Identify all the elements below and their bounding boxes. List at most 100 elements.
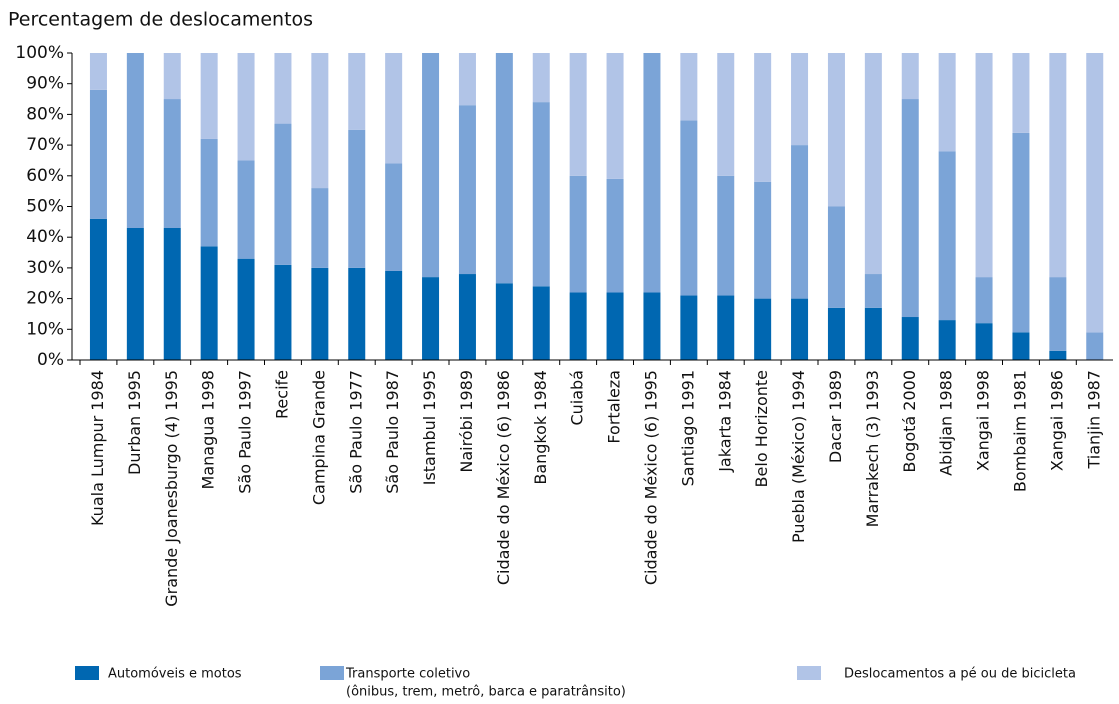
bar-segment — [606, 178, 624, 293]
bar-segment — [1049, 350, 1067, 360]
x-tick-label: Grande Joanesburgo (4) 1995 — [162, 370, 181, 607]
bar-segment — [458, 53, 476, 106]
x-tick-label: Nairóbi 1989 — [457, 370, 476, 473]
chart-title: Percentagem de deslocamentos — [8, 9, 313, 31]
x-tick-label: São Paulo 1977 — [346, 370, 365, 494]
y-tick-label: 60% — [26, 166, 64, 186]
bar-segment — [1012, 332, 1030, 360]
bar-segment — [348, 53, 366, 130]
bar-segment — [975, 53, 993, 278]
bar-segment — [532, 286, 550, 360]
bar-segment — [827, 53, 845, 207]
x-tick-label: Campina Grande — [309, 370, 328, 505]
bar-segment — [237, 160, 255, 259]
bar-segment — [200, 138, 218, 247]
bar-segment — [422, 277, 440, 360]
legend-label: Transporte coletivo — [345, 667, 470, 682]
bar-segment — [864, 53, 882, 275]
y-tick-label: 100% — [15, 43, 64, 63]
bar-segment — [717, 53, 735, 176]
bar-segment — [791, 53, 809, 146]
x-tick-label: Durban 1995 — [125, 370, 144, 475]
y-tick-label: 50% — [26, 197, 64, 217]
x-tick-label: Cidade do México (6) 1986 — [494, 370, 513, 585]
bar-segment — [532, 53, 550, 103]
x-tick-label: Kuala Lumpur 1984 — [88, 370, 107, 526]
legend-swatch — [797, 666, 821, 680]
bar-segment — [126, 227, 144, 360]
bar-segment — [569, 175, 587, 293]
x-tick-label: Recife — [272, 370, 291, 419]
bar-segment — [754, 53, 772, 182]
y-tick-label: 30% — [26, 258, 64, 278]
bar-segment — [791, 145, 809, 299]
y-tick-label: 90% — [26, 74, 64, 94]
x-tick-label: Santiago 1991 — [678, 370, 697, 486]
bar-segment — [717, 295, 735, 360]
x-tick-label: Cidade do México (6) 1995 — [641, 370, 660, 585]
bar-segment — [606, 53, 624, 179]
bar-segment — [680, 53, 698, 121]
y-tick-label: 80% — [26, 104, 64, 124]
bar-segment — [163, 99, 181, 228]
x-tick-label: Marrakech (3) 1993 — [863, 370, 882, 527]
bar-segment — [237, 53, 255, 161]
bar-segment — [754, 298, 772, 360]
bar-segment — [163, 53, 181, 100]
bar-segment — [864, 274, 882, 308]
x-tick-label: Managua 1998 — [199, 370, 218, 489]
x-tick-label: Fortaleza — [605, 370, 624, 444]
bar-segment — [385, 270, 403, 360]
legend-swatch — [75, 666, 99, 680]
bar-segment — [975, 323, 993, 360]
bar-segment — [975, 277, 993, 324]
x-tick-label: Bogotá 2000 — [900, 370, 919, 473]
bar-segment — [1049, 277, 1067, 351]
bar-segment — [385, 163, 403, 271]
bar-segment — [1086, 53, 1104, 333]
bar-segment — [643, 53, 661, 293]
bar-segment — [680, 120, 698, 296]
x-tick-label: Bangkok 1984 — [531, 370, 550, 485]
bar-segment — [348, 129, 366, 268]
x-tick-label: Bombaim 1981 — [1010, 370, 1029, 492]
bar-segment — [348, 267, 366, 360]
bar-segment — [901, 99, 919, 318]
bar-segment — [864, 307, 882, 360]
y-tick-label: 70% — [26, 135, 64, 155]
bar-segment — [422, 53, 440, 278]
bar-segment — [274, 123, 292, 265]
bar-segment — [938, 320, 956, 360]
bar-segment — [938, 151, 956, 321]
y-tick-label: 10% — [26, 319, 64, 339]
bar-segment — [311, 267, 329, 360]
bar-segment — [754, 181, 772, 299]
bar-segment — [901, 317, 919, 360]
bar-segment — [680, 295, 698, 360]
bar-segment — [89, 53, 107, 90]
legend-note: (ônibus, trem, metrô, barca e paratrânsi… — [346, 685, 626, 700]
x-tick-label: Puebla (México) 1994 — [789, 370, 808, 543]
bar-segment — [311, 188, 329, 268]
bar-segment — [495, 53, 513, 284]
x-tick-label: Xangai 1986 — [1047, 370, 1066, 471]
x-tick-label: Tianjin 1987 — [1084, 370, 1103, 470]
x-tick-label: Xangai 1998 — [974, 370, 993, 471]
bar-segment — [1049, 53, 1067, 278]
bar-segment — [1012, 53, 1030, 133]
bar-segment — [163, 227, 181, 360]
x-tick-label: Dacar 1989 — [826, 370, 845, 463]
bar-segment — [791, 298, 809, 360]
bar-segment — [827, 206, 845, 308]
bar-segment — [200, 246, 218, 360]
bar-segment — [569, 53, 587, 176]
x-tick-label: Belo Horizonte — [752, 370, 771, 487]
bar-segment — [1012, 132, 1030, 333]
x-tick-label: São Paulo 1987 — [383, 370, 402, 494]
bar-segment — [237, 258, 255, 360]
bar-segment — [569, 292, 587, 360]
bar-segment — [126, 53, 144, 228]
y-tick-label: 0% — [37, 350, 64, 370]
bar-segment — [89, 218, 107, 360]
